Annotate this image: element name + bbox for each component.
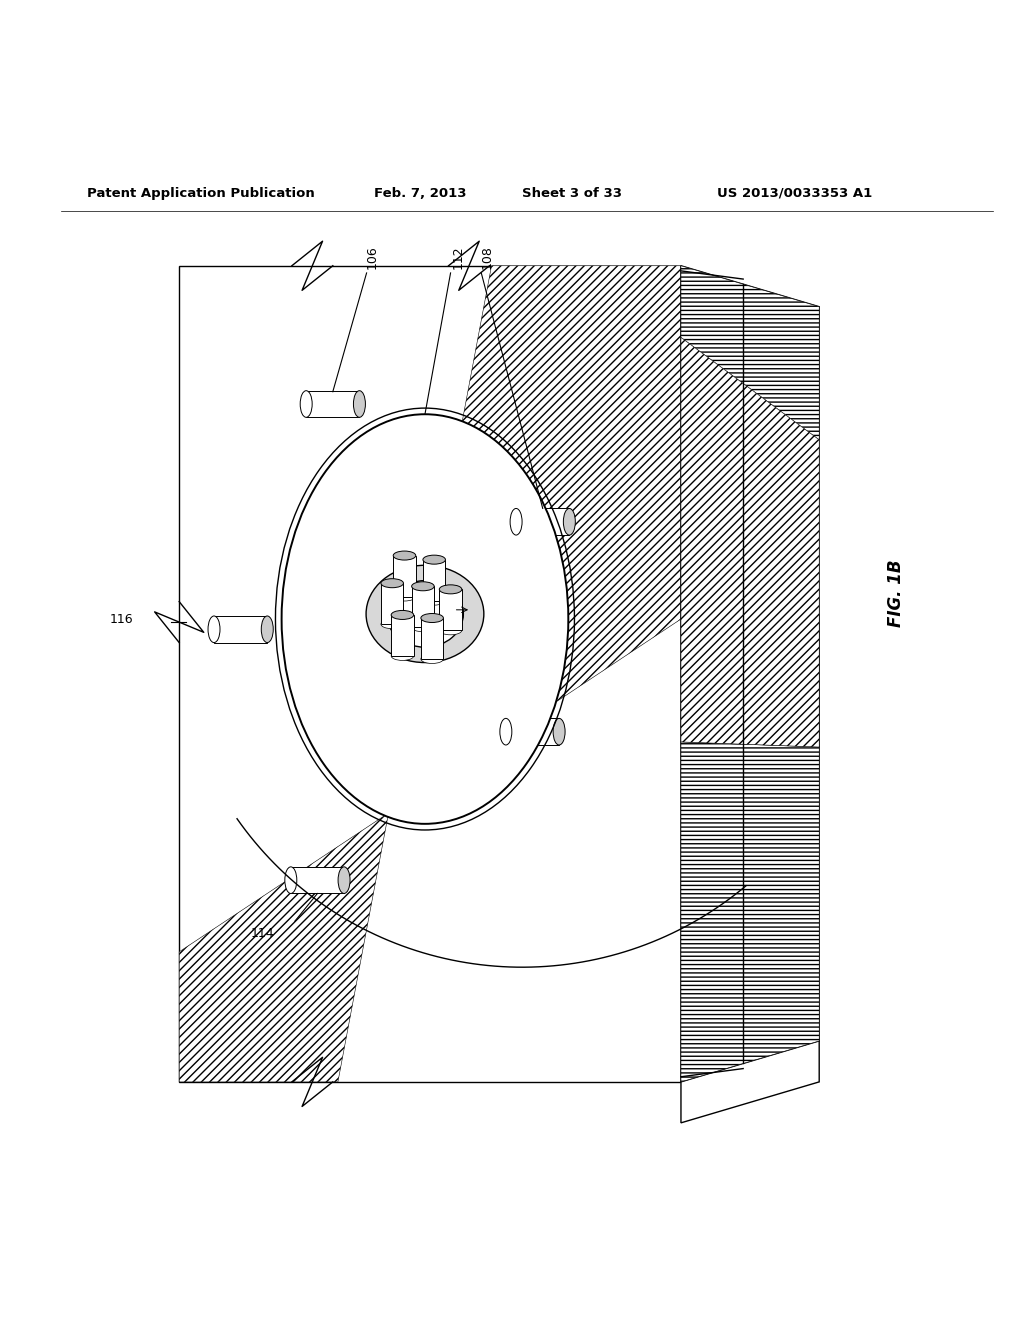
- Ellipse shape: [421, 614, 443, 623]
- Ellipse shape: [412, 623, 434, 632]
- Polygon shape: [391, 615, 414, 656]
- Polygon shape: [214, 616, 267, 643]
- Ellipse shape: [391, 651, 414, 660]
- Ellipse shape: [367, 565, 483, 663]
- Polygon shape: [516, 508, 569, 535]
- Polygon shape: [412, 586, 434, 627]
- Ellipse shape: [423, 597, 445, 605]
- Polygon shape: [681, 338, 819, 614]
- Ellipse shape: [338, 867, 350, 894]
- Ellipse shape: [261, 616, 273, 643]
- Polygon shape: [681, 265, 819, 440]
- Ellipse shape: [439, 585, 462, 594]
- Ellipse shape: [423, 556, 445, 564]
- Polygon shape: [681, 338, 819, 747]
- Ellipse shape: [387, 581, 463, 647]
- Text: FIG. 1B: FIG. 1B: [887, 560, 905, 627]
- Text: Patent Application Publication: Patent Application Publication: [87, 187, 314, 199]
- Polygon shape: [681, 265, 819, 1082]
- Polygon shape: [393, 556, 416, 597]
- Ellipse shape: [412, 582, 434, 591]
- Text: 114: 114: [251, 927, 274, 940]
- Ellipse shape: [282, 414, 568, 824]
- Polygon shape: [681, 1041, 819, 1123]
- Ellipse shape: [500, 718, 512, 744]
- Polygon shape: [291, 867, 344, 894]
- Ellipse shape: [553, 718, 565, 744]
- Polygon shape: [439, 589, 462, 631]
- Ellipse shape: [393, 550, 416, 560]
- Ellipse shape: [381, 578, 403, 587]
- Text: US 2013/0033353 A1: US 2013/0033353 A1: [717, 187, 872, 199]
- Text: 112: 112: [452, 246, 464, 269]
- Text: 108: 108: [481, 246, 494, 269]
- Ellipse shape: [439, 626, 462, 635]
- Ellipse shape: [285, 867, 297, 894]
- Ellipse shape: [510, 508, 522, 535]
- Ellipse shape: [391, 610, 414, 619]
- Polygon shape: [681, 742, 819, 1082]
- Ellipse shape: [353, 391, 366, 417]
- Text: 116: 116: [110, 612, 133, 626]
- Ellipse shape: [300, 391, 312, 417]
- Polygon shape: [506, 718, 559, 744]
- Polygon shape: [381, 583, 403, 624]
- Polygon shape: [179, 265, 681, 1082]
- Ellipse shape: [393, 591, 416, 601]
- Text: 106: 106: [366, 246, 378, 269]
- Ellipse shape: [208, 616, 220, 643]
- Polygon shape: [421, 618, 443, 659]
- Polygon shape: [423, 560, 445, 601]
- Polygon shape: [179, 265, 681, 1082]
- Text: Sheet 3 of 33: Sheet 3 of 33: [522, 187, 623, 199]
- Ellipse shape: [381, 619, 403, 628]
- Polygon shape: [306, 391, 359, 417]
- Ellipse shape: [421, 655, 443, 664]
- Text: Feb. 7, 2013: Feb. 7, 2013: [374, 187, 466, 199]
- Ellipse shape: [563, 508, 575, 535]
